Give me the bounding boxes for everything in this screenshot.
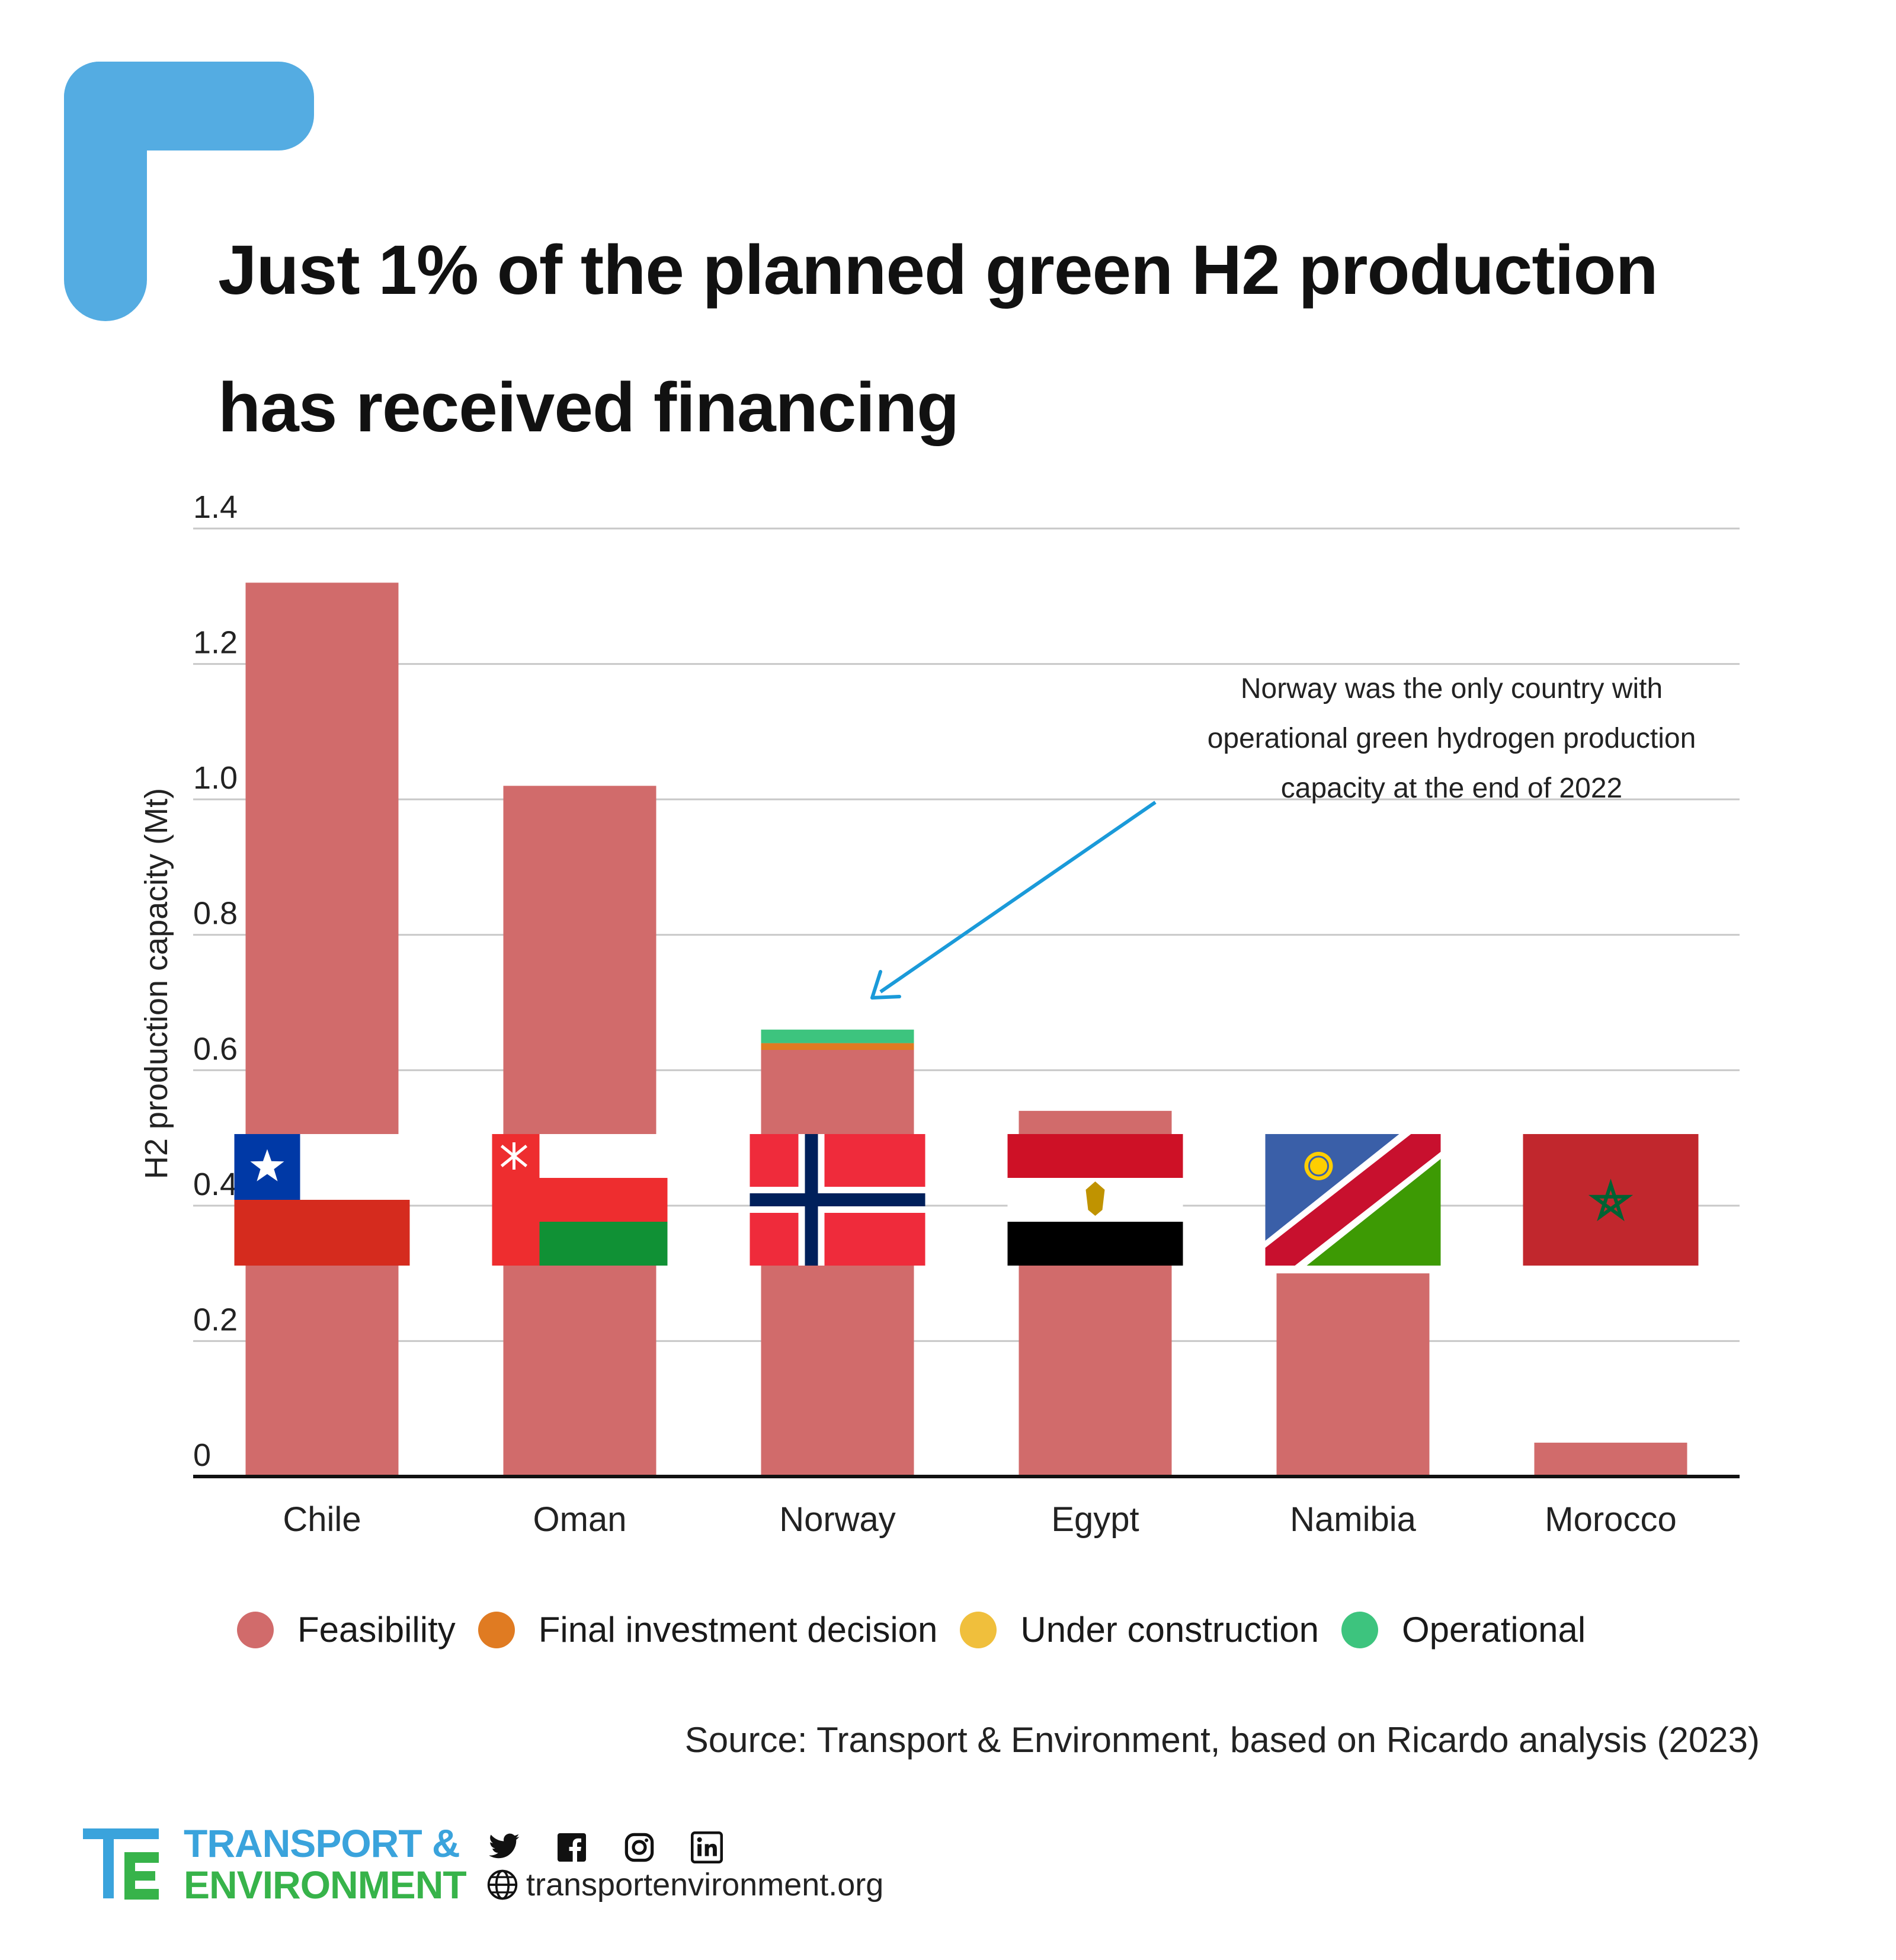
annotation-arrowhead (870, 970, 901, 1000)
chart-title: Just 1% of the planned green H2 producti… (218, 201, 1759, 476)
x-tick-label: Morocco (1545, 1500, 1676, 1539)
annotation-line-1: Norway was the only country with (1241, 673, 1663, 704)
bar-morocco-feasibility (1534, 1442, 1687, 1477)
facebook-icon[interactable] (553, 1831, 590, 1864)
x-tick-label: Norway (779, 1500, 896, 1539)
legend-dot-under-construction (960, 1611, 997, 1648)
legend-label-under-construction: Under construction (1020, 1610, 1319, 1650)
x-tick-label: Egypt (1051, 1500, 1139, 1539)
namibia-flag (1265, 1134, 1441, 1266)
title-line-2: has received financing (218, 369, 959, 447)
morocco-flag (1523, 1134, 1699, 1266)
x-tick-label: Namibia (1290, 1500, 1416, 1539)
y-tick-label: 0.4 (193, 1167, 238, 1202)
brand-line-2: ENVIRONMENT (184, 1863, 467, 1907)
title-line-1: Just 1% of the planned green H2 producti… (218, 231, 1658, 309)
legend-label-fid: Final investment decision (538, 1610, 938, 1650)
legend-dot-feasibility (237, 1611, 274, 1648)
te-logo-icon (83, 1828, 159, 1900)
bar-chart: 0 0.2 0.4 0.6 0.8 1.0 1.2 1.4 Chile Oman Norway Eg… (139, 489, 1740, 1539)
chile-flag (234, 1134, 410, 1266)
annotation-line-2: operational green hydrogen production (1208, 723, 1696, 754)
website-url: transportenvironment.org (526, 1867, 884, 1903)
twitter-icon[interactable] (486, 1831, 523, 1864)
y-axis-label: H2 production capacity (Mt) (139, 788, 174, 1179)
oman-flag (492, 1134, 668, 1266)
flags (234, 1134, 1699, 1266)
x-tick-label: Oman (533, 1500, 627, 1539)
instagram-icon[interactable] (621, 1831, 658, 1864)
bar-namibia-feasibility (1276, 1273, 1430, 1477)
legend: Feasibility Final investment decision Un… (237, 1609, 1608, 1650)
y-tick-label: 0 (193, 1437, 211, 1473)
globe-icon (487, 1869, 518, 1900)
y-axis-ticks: 0 0.2 0.4 0.6 0.8 1.0 1.2 1.4 (193, 489, 238, 1473)
bar-norway-final-investment-decision (761, 1043, 914, 1050)
annotation-arrow-line (879, 800, 1157, 994)
legend-item-under-construction: Under construction (960, 1609, 1319, 1650)
y-tick-label: 1.0 (193, 760, 238, 796)
linkedin-icon[interactable] (688, 1831, 725, 1864)
y-tick-label: 1.2 (193, 625, 238, 661)
corner-bracket-decoration (64, 62, 314, 321)
gridlines (193, 527, 1740, 1342)
legend-dot-fid (478, 1611, 515, 1648)
legend-label-operational: Operational (1402, 1610, 1586, 1650)
x-tick-label: Chile (283, 1500, 361, 1539)
egypt-flag (1007, 1134, 1183, 1266)
norway-flag (750, 1134, 925, 1266)
y-tick-label: 0.8 (193, 896, 238, 931)
annotation: Norway was the only country with operati… (870, 673, 1696, 1000)
legend-item-feasibility: Feasibility (237, 1609, 456, 1650)
y-tick-label: 1.4 (193, 489, 238, 525)
legend-label-feasibility: Feasibility (297, 1610, 456, 1650)
x-axis-labels: Chile Oman Norway Egypt Namibia Morocco (283, 1500, 1676, 1539)
bars (245, 582, 1687, 1477)
legend-item-fid: Final investment decision (478, 1609, 938, 1650)
social-links (486, 1831, 725, 1864)
y-tick-label: 0.2 (193, 1302, 238, 1337)
source-note: Source: Transport & Environment, based o… (684, 1720, 1760, 1760)
brand-name: TRANSPORT & ENVIRONMENT (184, 1821, 467, 1907)
legend-item-operational: Operational (1341, 1609, 1586, 1650)
bar-norway-operational (761, 1029, 914, 1043)
y-tick-label: 0.6 (193, 1031, 238, 1067)
bar-oman-feasibility (503, 786, 656, 1477)
legend-dot-operational (1341, 1611, 1378, 1648)
brand-line-1: TRANSPORT & (184, 1821, 460, 1865)
website-link[interactable]: transportenvironment.org (486, 1866, 883, 1903)
annotation-line-3: capacity at the end of 2022 (1281, 773, 1622, 804)
bar-chile-feasibility (245, 582, 399, 1477)
